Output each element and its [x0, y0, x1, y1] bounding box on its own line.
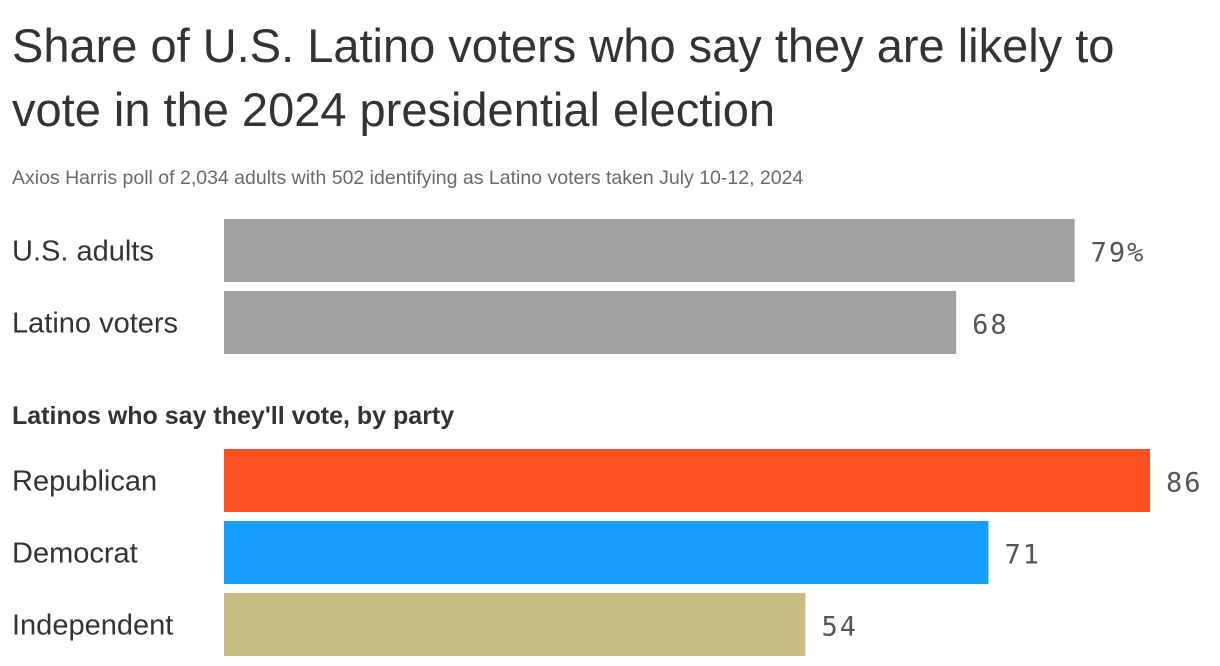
bar-latino-voters [224, 291, 957, 354]
bar-democrat [224, 521, 989, 584]
value-label-democrat: 71 [1004, 540, 1041, 571]
category-label-independent: Independent [12, 610, 173, 642]
bar-u-s-adults [224, 219, 1075, 282]
value-label-republican: 86 [1166, 468, 1203, 499]
category-label-u-s-adults: U.S. adults [12, 236, 154, 268]
value-label-latino-voters: 68 [972, 310, 1009, 341]
bar-independent [224, 593, 806, 656]
value-label-u-s-adults: 79% [1091, 238, 1146, 269]
chart-title: Share of U.S. Latino voters who say they… [12, 19, 1115, 136]
party-section-header: Latinos who say they'll vote, by party [12, 402, 455, 430]
value-label-independent: 54 [821, 612, 858, 643]
bar-republican [224, 449, 1150, 512]
chart-subtitle: Axios Harris poll of 2,034 adults with 5… [12, 167, 804, 189]
category-label-democrat: Democrat [12, 538, 138, 570]
category-label-latino-voters: Latino voters [12, 308, 178, 340]
category-label-republican: Republican [12, 466, 157, 498]
